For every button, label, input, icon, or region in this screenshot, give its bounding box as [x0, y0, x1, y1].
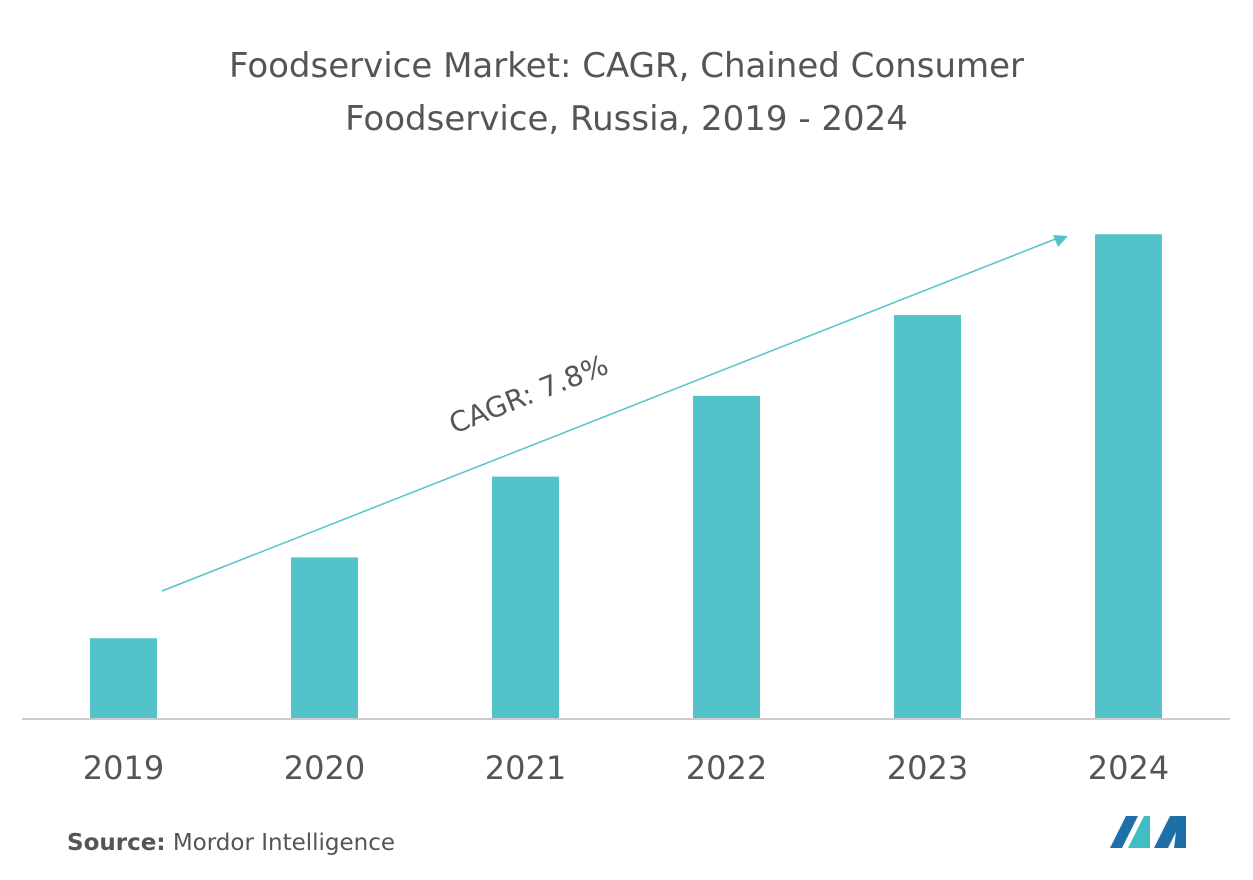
bar-2023 — [894, 315, 961, 719]
bar-2024 — [1095, 234, 1162, 719]
x-tick-label-2020: 2020 — [284, 749, 365, 787]
cagr-arrow-line — [161, 237, 1059, 592]
chart-title-line-2: Foodservice, Russia, 2019 - 2024 — [345, 99, 908, 139]
bar-2019 — [90, 638, 157, 719]
x-tick-label-2019: 2019 — [83, 749, 164, 787]
bar-2020 — [291, 557, 358, 719]
cagr-arrow-head — [1053, 235, 1068, 247]
x-tick-label-2023: 2023 — [887, 749, 968, 787]
source-note: Source: Mordor Intelligence — [67, 830, 395, 856]
bar-2022 — [693, 395, 760, 719]
x-tick-label-2024: 2024 — [1088, 749, 1169, 787]
bars-group — [90, 234, 1162, 719]
cagr-annotation: CAGR: 7.8% — [444, 348, 612, 440]
x-tick-label-2022: 2022 — [686, 749, 767, 787]
logo-shape-2 — [1128, 816, 1150, 848]
logo-shape-1 — [1110, 816, 1138, 848]
x-tick-label-2021: 2021 — [485, 749, 566, 787]
x-tick-labels: 2019 2020 2021 2022 2023 2024 — [83, 749, 1169, 787]
logo-shape-3 — [1154, 816, 1186, 848]
chart-title: Foodservice Market: CAGR, Chained Consum… — [0, 40, 1253, 146]
bar-2021 — [492, 476, 559, 719]
chart-title-line-1: Foodservice Market: CAGR, Chained Consum… — [228, 46, 1025, 86]
mordor-intelligence-logo-icon — [1110, 816, 1186, 848]
source-label: Source: — [67, 830, 166, 856]
source-text: Mordor Intelligence — [172, 830, 396, 856]
